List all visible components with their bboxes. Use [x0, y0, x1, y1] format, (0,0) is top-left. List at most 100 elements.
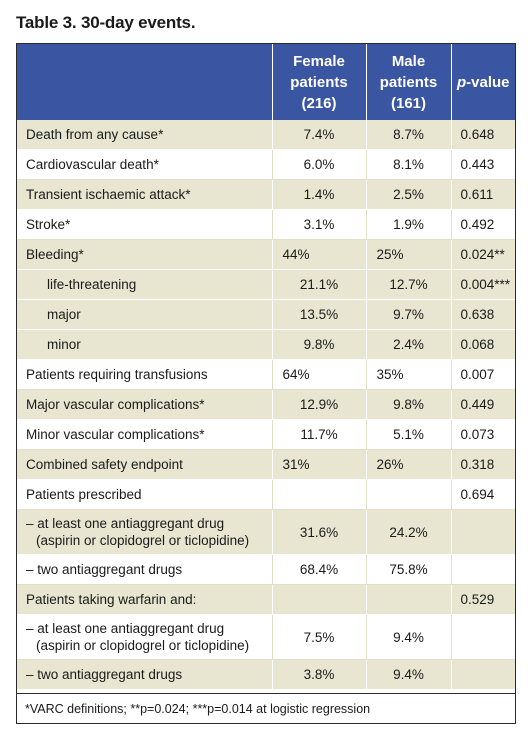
table-row: Transient ischaemic attack* 1.4% 2.5% 0.… — [17, 179, 515, 210]
row-label: Patients prescribed — [17, 479, 273, 510]
female-value: 31% — [272, 449, 367, 480]
row-label: Stroke* — [17, 209, 273, 240]
female-value: 11.7% — [272, 419, 367, 450]
p-value: 0.638 — [451, 299, 515, 330]
row-label: minor — [17, 329, 273, 360]
male-value: 9.4% — [366, 614, 452, 660]
p-value: 0.694 — [451, 479, 515, 510]
female-value: 3.8% — [272, 659, 367, 690]
row-label-line2: (aspirin or clopidogrel or ticlopidine) — [36, 533, 250, 548]
row-label: Patients taking warfarin and: — [17, 584, 273, 615]
male-value: 26% — [366, 449, 452, 480]
table-row: major 13.5% 9.7% 0.638 — [17, 299, 515, 330]
table-row: Patients taking warfarin and: 0.529 — [17, 584, 515, 615]
p-value — [451, 554, 515, 585]
row-label: Transient ischaemic attack* — [17, 179, 273, 210]
female-value: 21.1% — [272, 269, 367, 300]
female-value: 9.8% — [272, 329, 367, 360]
row-label: Cardiovascular death* — [17, 149, 273, 180]
p-value — [451, 614, 515, 660]
p-value: 0.648 — [451, 120, 515, 150]
p-value: 0.024** — [451, 239, 515, 270]
table-body: Death from any cause* 7.4% 8.7% 0.648 Ca… — [17, 120, 515, 690]
male-value: 1.9% — [366, 209, 452, 240]
table-row: Cardiovascular death* 6.0% 8.1% 0.443 — [17, 149, 515, 180]
table-title: Table 3. 30-day events. — [16, 13, 196, 32]
table-row: – at least one antiaggregant drug (aspir… — [17, 614, 515, 660]
female-value — [272, 584, 367, 615]
row-label: Major vascular complications* — [17, 389, 273, 420]
row-label: – at least one antiaggregant drug (aspir… — [17, 614, 273, 660]
row-label-line1: – at least one antiaggregant drug — [26, 621, 225, 636]
row-label: – at least one antiaggregant drug (aspir… — [17, 509, 273, 555]
row-label: Bleeding* — [17, 239, 273, 270]
row-label: Minor vascular complications* — [17, 419, 273, 450]
row-label: life-threatening — [17, 269, 273, 300]
table-row: life-threatening 21.1% 12.7% 0.004*** — [17, 269, 515, 300]
table-row: – at least one antiaggregant drug (aspir… — [17, 509, 515, 555]
male-value: 8.7% — [366, 120, 452, 150]
male-value: 9.7% — [366, 299, 452, 330]
female-value: 12.9% — [272, 389, 367, 420]
female-value — [272, 479, 367, 510]
table-row: Death from any cause* 7.4% 8.7% 0.648 — [17, 120, 515, 150]
female-value: 3.1% — [272, 209, 367, 240]
male-value — [366, 584, 452, 615]
header-female-line3: (216) — [301, 94, 337, 112]
table-header: Female patients (216) Male patients (161… — [17, 44, 515, 120]
header-p-rest: -value — [466, 73, 510, 91]
p-value: 0.443 — [451, 149, 515, 180]
female-value: 7.5% — [272, 614, 367, 660]
table-row: Combined safety endpoint 31% 26% 0.318 — [17, 449, 515, 480]
p-value: 0.611 — [451, 179, 515, 210]
female-value: 31.6% — [272, 509, 367, 555]
female-value: 44% — [272, 239, 367, 270]
row-label-line2: (aspirin or clopidogrel or ticlopidine) — [36, 638, 250, 653]
male-value: 12.7% — [366, 269, 452, 300]
header-female-line1: Female — [293, 52, 345, 70]
male-value: 8.1% — [366, 149, 452, 180]
row-label: Combined safety endpoint — [17, 449, 273, 480]
female-value: 13.5% — [272, 299, 367, 330]
header-empty-cell — [17, 44, 273, 120]
header-p-value: p-value — [451, 44, 515, 120]
row-label: Patients requiring transfusions — [17, 359, 273, 390]
header-male-patients: Male patients (161) — [366, 44, 452, 120]
table-row: Patients prescribed 0.694 — [17, 479, 515, 510]
male-value: 25% — [366, 239, 452, 270]
p-value: 0.068 — [451, 329, 515, 360]
row-label: – two antiaggregant drugs — [17, 554, 273, 585]
male-value: 24.2% — [366, 509, 452, 555]
female-value: 7.4% — [272, 120, 367, 150]
female-value: 6.0% — [272, 149, 367, 180]
p-value: 0.318 — [451, 449, 515, 480]
table-row: Patients requiring transfusions 64% 35% … — [17, 359, 515, 390]
row-label: Death from any cause* — [17, 120, 273, 150]
events-table: Female patients (216) Male patients (161… — [17, 44, 515, 690]
male-value: 9.4% — [366, 659, 452, 690]
table-row: Stroke* 3.1% 1.9% 0.492 — [17, 209, 515, 240]
header-male-line3: (161) — [390, 94, 427, 112]
male-value: 35% — [366, 359, 452, 390]
table-footnote: *VARC definitions; **p=0.024; ***p=0.014… — [17, 693, 515, 723]
female-value: 68.4% — [272, 554, 367, 585]
header-male-line1: Male — [391, 52, 426, 70]
row-label-line1: – at least one antiaggregant drug — [26, 516, 225, 531]
p-value: 0.007 — [451, 359, 515, 390]
p-value: 0.529 — [451, 584, 515, 615]
p-value: 0.492 — [451, 209, 515, 240]
male-value: 2.4% — [366, 329, 452, 360]
table-row: – two antiaggregant drugs 68.4% 75.8% — [17, 554, 515, 585]
header-p-italic: p — [456, 73, 467, 91]
male-value — [366, 479, 452, 510]
table-row: Bleeding* 44% 25% 0.024** — [17, 239, 515, 270]
male-value: 75.8% — [366, 554, 452, 585]
female-value: 64% — [272, 359, 367, 390]
male-value: 2.5% — [366, 179, 452, 210]
male-value: 5.1% — [366, 419, 452, 450]
header-female-patients: Female patients (216) — [272, 44, 367, 120]
table-row: Minor vascular complications* 11.7% 5.1%… — [17, 419, 515, 450]
row-label: major — [17, 299, 273, 330]
p-value: 0.449 — [451, 389, 515, 420]
table-row: – two antiaggregant drugs 3.8% 9.4% — [17, 659, 515, 690]
